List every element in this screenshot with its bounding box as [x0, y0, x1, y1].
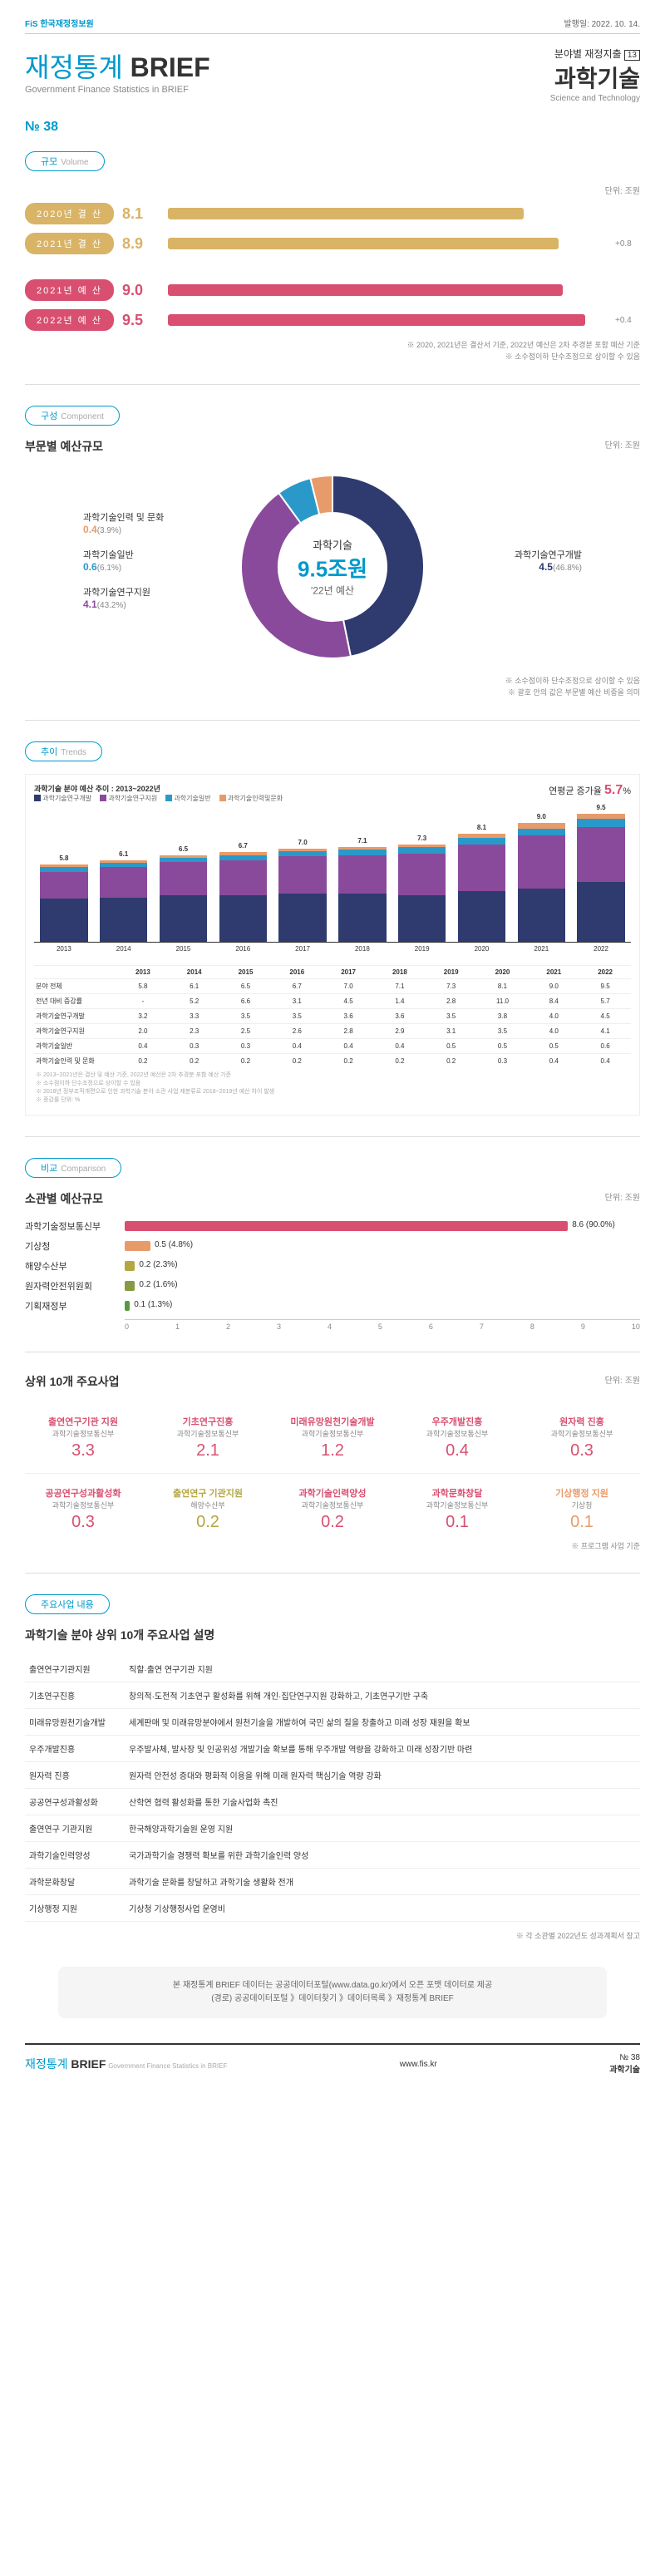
unit: 단위: 조원	[25, 184, 640, 196]
trends-chart: 과학기술 분야 예산 추이 : 2013~2022년 과학기술연구개발 과학기술…	[25, 774, 640, 1116]
section-descriptions: 주요사업 내용	[25, 1594, 110, 1614]
subtitle-en: Government Finance Statistics in BRIEF	[25, 85, 210, 95]
project-card: 과학문화창달 과학기술정보통신부 0.1	[399, 1486, 515, 1532]
topic-title: 과학기술	[550, 61, 640, 94]
pub-date: 발행일: 2022. 10. 14.	[564, 17, 640, 29]
header: 재정통계 BRIEF Government Finance Statistics…	[25, 47, 640, 103]
projects-grid: 출연연구기관 지원 과학기술정보통신부 3.3기초연구진흥 과학기술정보통신부 …	[25, 1415, 640, 1532]
section-trends: 추이Trends	[25, 741, 102, 761]
section-volume: 규모Volume	[25, 151, 105, 171]
description-row: 과학문화창달과학기술 문화를 창달하고 과학기술 생활화 전개	[25, 1868, 640, 1894]
description-row: 기상행정 지원기상청 기상행정사업 운영비	[25, 1894, 640, 1921]
volume-chart: 2020년 결 산 8.1 2021년 결 산 8.9 +0.8 2021년 예…	[25, 203, 640, 331]
description-row: 미래유망원천기술개발세계판매 및 미래유망분야에서 원천기술을 개발하여 국민 …	[25, 1708, 640, 1735]
description-row: 과학기술인력양성국가과학기술 경쟁력 확보를 위한 과학기술인력 양성	[25, 1841, 640, 1868]
description-row: 기초연구진흥창의적·도전적 기초연구 활성화를 위해 개인·집단연구지원 강화하…	[25, 1682, 640, 1708]
top-bar: FiS 한국재정정보원 발행일: 2022. 10. 14.	[25, 17, 640, 34]
project-card: 원자력 진흥 과학기술정보통신부 0.3	[524, 1415, 640, 1460]
volume-row: 2022년 예 산 9.5 +0.4	[25, 309, 640, 331]
descriptions-heading: 과학기술 분야 상위 10개 주요사업 설명	[25, 1627, 640, 1643]
project-card: 기초연구진흥 과학기술정보통신부 2.1	[150, 1415, 266, 1460]
component-footnote: ※ 소수점이하 단수조정으로 상이할 수 있음※ 괄호 안의 값은 부문별 예산…	[25, 675, 640, 699]
donut-chart: 과학기술인력 및 문화0.4(3.9%) 과학기술일반0.6(6.1%) 과학기술연…	[25, 467, 640, 667]
project-card: 과학기술인력양성 과학기술정보통신부 0.2	[274, 1486, 391, 1532]
legend-item: 과학기술일반0.6(6.1%)	[83, 548, 216, 573]
project-card: 출연연구 기관지원 해양수산부 0.2	[150, 1486, 266, 1532]
section-component: 구성Component	[25, 406, 120, 426]
volume-row: 2021년 결 산 8.9 +0.8	[25, 233, 640, 254]
source-box: 본 재정통계 BRIEF 데이터는 공공데이터포털(www.data.go.kr…	[58, 1967, 607, 2018]
volume-row: 2020년 결 산 8.1	[25, 203, 640, 224]
projects-heading: 상위 10개 주요사업	[25, 1373, 120, 1390]
comparison-row: 과학기술정보통신부 8.6 (90.0%)	[25, 1219, 640, 1233]
project-card: 미래유망원천기술개발 과학기술정보통신부 1.2	[274, 1415, 391, 1460]
legend-item: 과학기술연구개발4.5(46.8%)	[449, 548, 582, 573]
topic-en: Science and Technology	[550, 94, 640, 103]
logo: FiS 한국재정정보원	[25, 17, 94, 29]
trends-table: 2013201420152016201720182019202020212022…	[34, 965, 631, 1106]
comparison-row: 원자력안전위원회 0.2 (1.6%)	[25, 1279, 640, 1293]
comparison-row: 기획재정부 0.1 (1.3%)	[25, 1299, 640, 1313]
legend-item: 과학기술연구지원4.1(43.2%)	[83, 585, 216, 610]
footer: 재정통계 BRIEF Government Finance Statistics…	[25, 2043, 640, 2075]
project-card: 우주개발진흥 과학기술정보통신부 0.4	[399, 1415, 515, 1460]
comparison-chart: 과학기술정보통신부 8.6 (90.0%) 기상청 0.5 (4.8%) 해양수…	[25, 1219, 640, 1313]
comparison-row: 기상청 0.5 (4.8%)	[25, 1239, 640, 1253]
comparison-heading: 소관별 예산규모	[25, 1190, 103, 1207]
description-row: 출연연구 기관지원한국해양과학기술원 운영 지원	[25, 1815, 640, 1841]
project-card: 공공연구성과활성화 과학기술정보통신부 0.3	[25, 1486, 141, 1532]
category: 분야별 재정지출 13	[550, 47, 640, 61]
section-comparison: 비교Comparison	[25, 1158, 121, 1178]
project-card: 기상행정 지원 기상청 0.1	[524, 1486, 640, 1532]
growth-rate: 연평균 증가율 5.7%	[549, 783, 631, 798]
component-heading: 부문별 예산규모	[25, 438, 103, 455]
description-row: 원자력 진흥원자력 안전성 증대와 평화적 이용을 위해 미래 원자력 핵심기술…	[25, 1761, 640, 1788]
descriptions-table: 출연연구기관지원직할·출연 연구기관 지원기초연구진흥창의적·도전적 기초연구 …	[25, 1656, 640, 1922]
description-row: 공공연구성과활성화산학연 협력 활성화를 통한 기술사업화 촉진	[25, 1788, 640, 1815]
legend-item: 과학기술인력 및 문화0.4(3.9%)	[83, 510, 216, 535]
main-title: 재정통계 BRIEF	[25, 47, 210, 85]
volume-footnote: ※ 2020, 2021년은 결산서 기준, 2022년 예산은 2차 추경분 …	[25, 339, 640, 363]
description-row: 우주개발진흥우주발사체, 발사장 및 인공위성 개발기술 확보를 통해 우주개발…	[25, 1735, 640, 1761]
issue-number: № 38	[25, 120, 640, 135]
project-card: 출연연구기관 지원 과학기술정보통신부 3.3	[25, 1415, 141, 1460]
description-row: 출연연구기관지원직할·출연 연구기관 지원	[25, 1656, 640, 1682]
comparison-row: 해양수산부 0.2 (2.3%)	[25, 1259, 640, 1273]
volume-row: 2021년 예 산 9.0	[25, 279, 640, 301]
